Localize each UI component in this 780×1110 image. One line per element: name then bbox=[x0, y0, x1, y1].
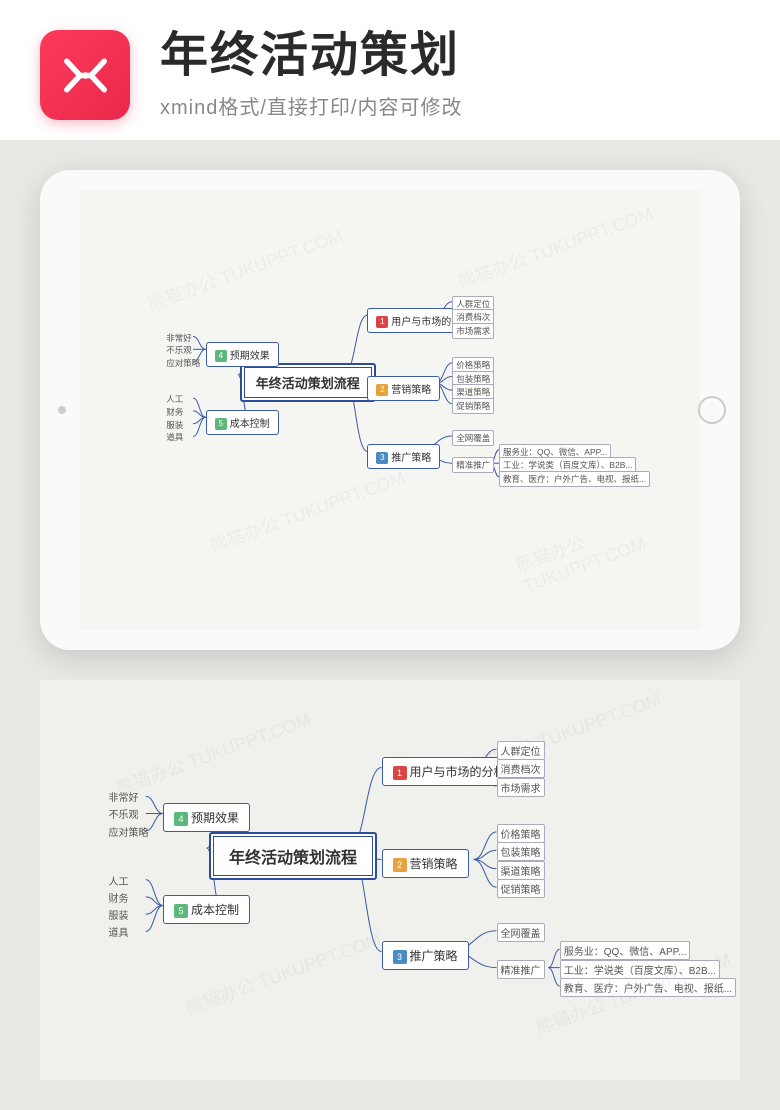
xmind-logo bbox=[40, 30, 130, 120]
leaf-node: 教育、医疗：户外广告、电视、报纸... bbox=[499, 471, 650, 487]
leaf-node: 服务业：QQ、微信、APP... bbox=[560, 941, 691, 960]
preview-area: 年终活动策划流程1用户与市场的分析人群定位消费档次市场需求2营销策略价格策略包装… bbox=[0, 140, 780, 1110]
leaf-node: 精准推广 bbox=[452, 457, 494, 473]
leaf-node: 道具 bbox=[163, 430, 186, 444]
xmind-icon bbox=[58, 48, 113, 103]
leaf-node: 包装策略 bbox=[497, 842, 545, 861]
main-title: 年终活动策划 bbox=[160, 30, 740, 83]
mindmap-large-preview: 年终活动策划流程1用户与市场的分析人群定位消费档次市场需求2营销策略价格策略包装… bbox=[40, 680, 740, 1080]
leaf-node: 人群定位 bbox=[497, 741, 545, 760]
leaf-node: 教育、医疗：户外广告、电视、报纸... bbox=[560, 978, 736, 997]
leaf-node: 非常好 bbox=[106, 788, 142, 805]
tablet-screen: 年终活动策划流程1用户与市场的分析人群定位消费档次市场需求2营销策略价格策略包装… bbox=[80, 190, 700, 630]
sub-title: xmind格式/直接打印/内容可修改 bbox=[160, 91, 740, 120]
branch-node: 2营销策略 bbox=[382, 849, 469, 878]
watermark: 熊猫办公 TUKUPPT.COM bbox=[206, 464, 408, 559]
leaf-node: 精准推广 bbox=[497, 960, 545, 979]
leaf-node: 价格策略 bbox=[497, 824, 545, 843]
leaf-node: 应对策略 bbox=[106, 823, 152, 840]
leaf-node: 消费档次 bbox=[497, 759, 545, 778]
branch-node: 2营销策略 bbox=[367, 376, 440, 401]
mindmap-small: 年终活动策划流程1用户与市场的分析人群定位消费档次市场需求2营销策略价格策略包装… bbox=[80, 190, 700, 630]
watermark: 熊猫办公 TUKUPPT.COM bbox=[182, 926, 384, 1021]
leaf-node: 工业：学说类（百度文库）、B2B... bbox=[560, 960, 720, 979]
watermark: 熊猫办公 TUKUPPT.COM bbox=[112, 706, 314, 801]
leaf-node: 服装 bbox=[106, 906, 132, 923]
leaf-node: 全网覆盖 bbox=[497, 923, 545, 942]
watermark: 熊猫办公 TUKUPPT.COM bbox=[144, 222, 346, 317]
branch-node: 3推广策略 bbox=[367, 444, 440, 469]
header: 年终活动策划 xmind格式/直接打印/内容可修改 bbox=[0, 0, 780, 140]
leaf-node: 促销策略 bbox=[497, 879, 545, 898]
leaf-node: 市场需求 bbox=[497, 778, 545, 797]
branch-node: 5成本控制 bbox=[163, 895, 250, 924]
watermark: 熊猫办公 TUKUPPT.COM bbox=[512, 490, 700, 598]
branch-node: 4预期效果 bbox=[206, 342, 279, 367]
leaf-node: 道具 bbox=[106, 923, 132, 940]
title-block: 年终活动策划 xmind格式/直接打印/内容可修改 bbox=[160, 30, 740, 120]
watermark: 熊猫办公 TUKUPPT.COM bbox=[454, 200, 656, 295]
leaf-node: 全网覆盖 bbox=[452, 430, 494, 446]
center-node: 年终活动策划流程 bbox=[240, 363, 376, 402]
center-node: 年终活动策划流程 bbox=[209, 832, 377, 880]
tablet-frame: 年终活动策划流程1用户与市场的分析人群定位消费档次市场需求2营销策略价格策略包装… bbox=[40, 170, 740, 650]
leaf-node: 财务 bbox=[106, 889, 132, 906]
branch-node: 4预期效果 bbox=[163, 803, 250, 832]
leaf-node: 渠道策略 bbox=[497, 861, 545, 880]
leaf-node: 市场需求 bbox=[452, 323, 494, 339]
leaf-node: 应对策略 bbox=[163, 356, 203, 370]
leaf-node: 人工 bbox=[106, 872, 132, 889]
branch-node: 3推广策略 bbox=[382, 941, 469, 970]
leaf-node: 促销策略 bbox=[452, 398, 494, 414]
branch-node: 5成本控制 bbox=[206, 410, 279, 435]
mindmap-large: 年终活动策划流程1用户与市场的分析人群定位消费档次市场需求2营销策略价格策略包装… bbox=[40, 680, 740, 1080]
leaf-node: 不乐观 bbox=[106, 805, 142, 822]
